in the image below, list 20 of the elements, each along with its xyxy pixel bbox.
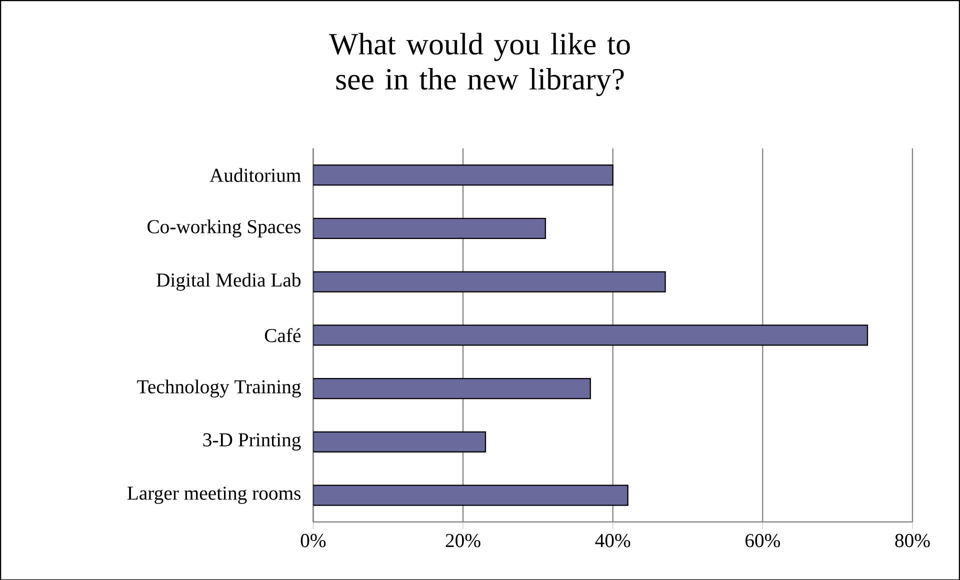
bar	[313, 164, 614, 186]
x-tick-label: 20%	[446, 534, 480, 548]
y-tick-label: Digital Media Lab	[156, 272, 300, 291]
y-tick-label: Co-working Spaces	[148, 219, 301, 238]
y-tick-label: 3-D Printing	[203, 433, 301, 450]
x-tick-label: 60%	[745, 534, 780, 548]
bar	[313, 324, 868, 346]
bar	[313, 484, 628, 506]
x-tick-label: 0%	[300, 534, 326, 548]
x-tick-label: 80%	[895, 534, 930, 548]
bar	[313, 431, 486, 452]
bar	[313, 378, 591, 399]
bar	[313, 271, 666, 292]
y-tick-label: Café	[264, 328, 301, 342]
bar	[313, 218, 546, 239]
y-tick-label: Larger meeting rooms	[127, 486, 301, 504]
x-tick-label: 40%	[595, 534, 630, 548]
chart-title: What would you like to see in the new library?	[329, 32, 630, 96]
y-tick-label: Technology Training	[137, 379, 301, 398]
y-tick-label: Auditorium	[210, 168, 301, 182]
